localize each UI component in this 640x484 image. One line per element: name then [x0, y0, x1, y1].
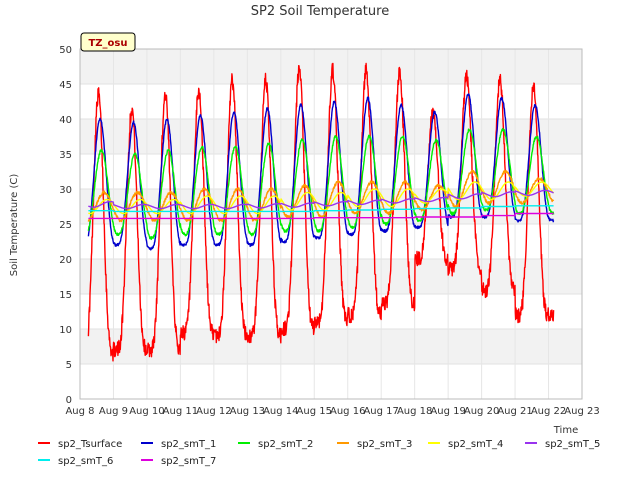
- legend-label: sp2_smT_5: [545, 439, 600, 450]
- y-tick-label: 15: [59, 290, 72, 301]
- legend-label: sp2_smT_4: [448, 439, 503, 450]
- tz-annotation-text: TZ_osu: [88, 38, 127, 49]
- series-line-sp2_smT_2: [87, 127, 555, 241]
- series-line-sp2_smT_5: [87, 189, 554, 210]
- series-line-sp2_smT_4: [87, 181, 555, 215]
- series-line-sp2_Tsurface: [87, 62, 555, 362]
- chart-title: SP2 Soil Temperature: [251, 4, 389, 19]
- x-tick-label: Aug 13: [230, 406, 265, 417]
- series-line-sp2_smT_6: [87, 205, 554, 213]
- series-lines: [87, 62, 555, 362]
- y-tick-label: 35: [59, 150, 72, 161]
- y-tick-label: 10: [59, 325, 72, 336]
- legend-label: sp2_smT_2: [258, 439, 313, 450]
- tz-annotation-box: [80, 32, 136, 52]
- grid-band: [80, 329, 582, 364]
- y-tick-label: 20: [59, 255, 72, 266]
- x-tick-label: Aug 16: [330, 406, 365, 417]
- x-tick-label: Aug 14: [263, 406, 298, 417]
- y-tick-label: 50: [59, 45, 72, 56]
- series-line-sp2_smT_7: [87, 212, 554, 220]
- x-tick-label: Aug 11: [163, 406, 198, 417]
- x-tick-label: Aug 21: [497, 406, 532, 417]
- y-tick-label: 0: [66, 395, 72, 406]
- y-tick-label: 45: [59, 80, 72, 91]
- legend: sp2_Tsurface sp2_smT_1 sp2_smT_2 sp2_smT_3 s…: [38, 439, 600, 467]
- legend-label: sp2_smT_1: [161, 439, 216, 450]
- y-tick-label: 5: [66, 360, 72, 371]
- x-tick-label: Aug 17: [363, 406, 398, 417]
- legend-label: sp2_Tsurface: [58, 439, 122, 450]
- legend-label: sp2_smT_3: [357, 439, 412, 450]
- legend-label: sp2_smT_6: [58, 456, 113, 467]
- x-axis-label: Time: [553, 425, 578, 436]
- legend-label: sp2_smT_7: [161, 456, 216, 467]
- y-tick-label: 40: [59, 115, 72, 126]
- y-tick-label: 30: [59, 185, 72, 196]
- x-tick-label: Aug 9: [99, 406, 128, 417]
- y-axis-label: Soil Temperature (C): [9, 174, 20, 277]
- x-tick-label: Aug 10: [129, 406, 164, 417]
- plot-area: [79, 48, 583, 400]
- x-tick-label: Aug 15: [297, 406, 332, 417]
- y-tick-label: 25: [59, 220, 72, 231]
- x-tick-label: Aug 12: [196, 406, 231, 417]
- grid-band: [80, 259, 582, 294]
- x-tick-label: Aug 20: [464, 406, 499, 417]
- x-tick-label: Aug 8: [65, 406, 94, 417]
- y-tick-labels: 0 5 10 15 20 25 30 35 40 45 50: [59, 45, 72, 406]
- x-tick-label: Aug 18: [397, 406, 432, 417]
- x-tick-label: Aug 19: [430, 406, 465, 417]
- x-tick-label: Aug 22: [531, 406, 566, 417]
- tz-annotation: TZ_osu: [80, 32, 136, 52]
- x-tick-label: Aug 23: [564, 406, 599, 417]
